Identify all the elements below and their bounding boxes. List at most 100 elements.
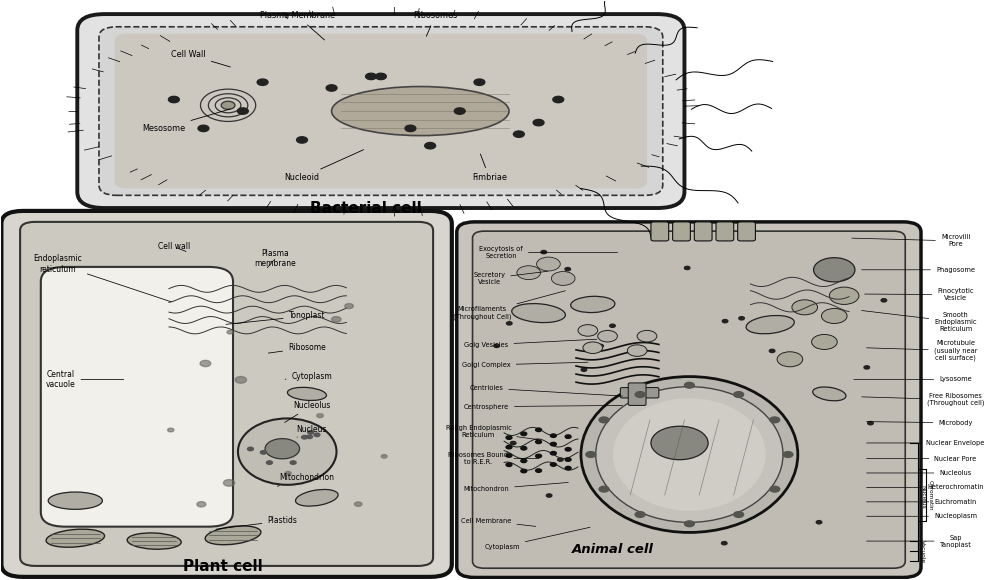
Text: Nucleolus: Nucleolus: [867, 470, 971, 476]
Ellipse shape: [571, 296, 615, 313]
Ellipse shape: [596, 387, 783, 523]
Circle shape: [535, 428, 541, 432]
Text: Mesosome: Mesosome: [142, 109, 230, 133]
Circle shape: [868, 422, 873, 425]
Text: Free Ribosomes
(Throughout cell): Free Ribosomes (Throughout cell): [862, 393, 984, 407]
Text: Smooth
Endoplasmic
Reticulum: Smooth Endoplasmic Reticulum: [862, 310, 977, 332]
Ellipse shape: [296, 490, 338, 506]
Circle shape: [506, 436, 512, 439]
Circle shape: [308, 430, 314, 434]
Text: Lysosome: Lysosome: [854, 376, 972, 382]
Circle shape: [521, 459, 526, 463]
FancyBboxPatch shape: [651, 222, 668, 241]
Text: Ribosome: Ribosome: [268, 343, 326, 353]
Ellipse shape: [613, 398, 766, 511]
Circle shape: [425, 143, 436, 149]
Circle shape: [550, 451, 556, 455]
FancyBboxPatch shape: [115, 34, 647, 188]
Circle shape: [536, 257, 560, 271]
Circle shape: [610, 324, 616, 327]
Circle shape: [381, 455, 387, 458]
Circle shape: [829, 287, 859, 305]
Circle shape: [684, 266, 690, 270]
Circle shape: [517, 266, 540, 280]
Circle shape: [598, 345, 604, 347]
Circle shape: [197, 502, 206, 507]
Circle shape: [221, 102, 235, 109]
Circle shape: [332, 317, 341, 322]
Circle shape: [881, 299, 887, 302]
Circle shape: [770, 349, 775, 353]
FancyBboxPatch shape: [694, 222, 712, 241]
Text: Bacterial cell: Bacterial cell: [310, 201, 422, 216]
Circle shape: [583, 342, 603, 353]
Text: Centrioles: Centrioles: [470, 385, 623, 396]
Circle shape: [811, 335, 837, 350]
Text: Pinocytotic
Vesicle: Pinocytotic Vesicle: [865, 288, 974, 301]
Circle shape: [864, 366, 870, 369]
Circle shape: [326, 85, 337, 91]
Circle shape: [636, 392, 645, 397]
Text: Phagosome: Phagosome: [862, 267, 975, 273]
Text: Cell wall: Cell wall: [158, 242, 190, 252]
Circle shape: [375, 73, 386, 79]
Ellipse shape: [746, 316, 794, 334]
Circle shape: [783, 452, 792, 458]
Circle shape: [237, 108, 248, 114]
Ellipse shape: [511, 303, 565, 322]
Circle shape: [734, 392, 744, 397]
Circle shape: [598, 331, 618, 342]
Circle shape: [722, 320, 728, 322]
Circle shape: [260, 451, 266, 454]
Circle shape: [513, 131, 524, 137]
FancyBboxPatch shape: [738, 222, 756, 241]
Text: Plasma
membrane: Plasma membrane: [254, 249, 296, 268]
Circle shape: [506, 445, 512, 449]
Circle shape: [565, 466, 571, 470]
Circle shape: [550, 443, 556, 446]
Circle shape: [506, 454, 512, 457]
Circle shape: [227, 331, 233, 334]
Circle shape: [297, 137, 308, 143]
Ellipse shape: [127, 533, 181, 549]
Text: Chromatin: Chromatin: [927, 480, 932, 510]
Circle shape: [521, 432, 526, 436]
Circle shape: [816, 521, 822, 524]
Ellipse shape: [238, 418, 337, 485]
Text: Nucleus: Nucleus: [921, 485, 925, 509]
Circle shape: [578, 325, 598, 336]
Circle shape: [317, 414, 324, 418]
Text: Tonoplast: Tonoplast: [226, 311, 325, 324]
Circle shape: [821, 309, 847, 324]
Text: Nucleolus: Nucleolus: [285, 401, 331, 422]
Text: Cytoplasm: Cytoplasm: [285, 372, 333, 381]
Text: Secretory
Vesicle: Secretory Vesicle: [474, 271, 548, 285]
FancyBboxPatch shape: [672, 222, 690, 241]
Text: Plant cell: Plant cell: [184, 559, 263, 574]
Circle shape: [285, 472, 291, 475]
Text: Microfilaments
(Throughout Cell): Microfilaments (Throughout Cell): [453, 291, 565, 320]
Circle shape: [546, 494, 552, 497]
Circle shape: [734, 512, 744, 517]
Circle shape: [684, 521, 694, 527]
Circle shape: [722, 542, 727, 545]
Circle shape: [550, 434, 556, 437]
FancyBboxPatch shape: [99, 27, 662, 195]
Ellipse shape: [581, 376, 797, 532]
Text: Animal cell: Animal cell: [572, 542, 653, 556]
Ellipse shape: [265, 438, 300, 459]
Text: Microbody: Microbody: [867, 420, 973, 426]
FancyBboxPatch shape: [77, 14, 684, 208]
Circle shape: [535, 440, 541, 444]
Circle shape: [586, 452, 596, 458]
Text: Sap
Tanoplast: Sap Tanoplast: [867, 535, 971, 548]
Ellipse shape: [46, 529, 104, 548]
Circle shape: [455, 108, 465, 114]
Circle shape: [565, 448, 571, 451]
Circle shape: [551, 271, 575, 285]
Circle shape: [345, 303, 354, 309]
Text: Mitochondrion: Mitochondrion: [277, 473, 335, 486]
Circle shape: [521, 469, 526, 473]
Text: Ribosomes: Ribosomes: [413, 12, 457, 37]
Circle shape: [169, 96, 180, 103]
